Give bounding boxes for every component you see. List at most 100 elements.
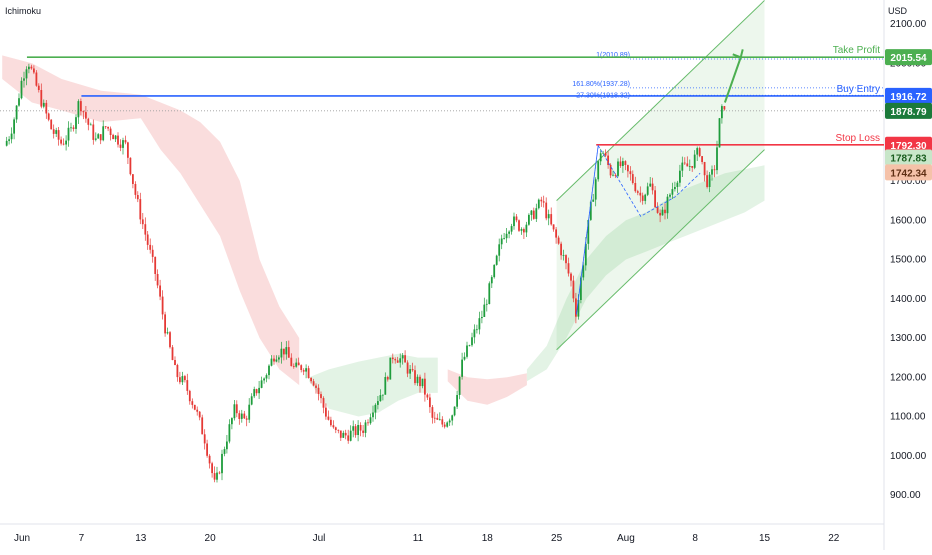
candle-body bbox=[513, 216, 515, 227]
candle-body bbox=[132, 174, 134, 184]
candle-body bbox=[280, 348, 283, 358]
candle-body bbox=[154, 256, 157, 274]
candle-body bbox=[500, 238, 503, 245]
candle-body bbox=[47, 113, 50, 120]
candle-body bbox=[631, 174, 634, 183]
candle-body bbox=[377, 401, 379, 405]
candle-body bbox=[411, 369, 414, 371]
candle-body bbox=[80, 101, 82, 112]
candle-body bbox=[622, 161, 624, 166]
candle-body bbox=[646, 186, 649, 195]
candle-body bbox=[292, 366, 295, 367]
candle-body bbox=[87, 118, 90, 125]
candle-body bbox=[510, 226, 513, 232]
price-tag-label: 1878.79 bbox=[890, 107, 927, 118]
price-tag-label: 1916.72 bbox=[890, 92, 927, 103]
candle-body bbox=[485, 303, 488, 305]
candle-body bbox=[231, 418, 233, 425]
candle-body bbox=[557, 237, 560, 244]
candle-body bbox=[619, 161, 622, 166]
candle-body bbox=[421, 378, 424, 387]
candle-body bbox=[607, 155, 609, 165]
candle-body bbox=[716, 147, 718, 171]
channel-lower-line[interactable] bbox=[556, 149, 765, 351]
candle-body bbox=[179, 377, 181, 383]
candle-body bbox=[627, 165, 629, 172]
candle-body bbox=[198, 411, 201, 418]
candle-body bbox=[359, 425, 362, 431]
candle-body bbox=[332, 425, 335, 428]
candle-body bbox=[490, 277, 493, 284]
candle-body bbox=[706, 175, 708, 187]
candle-body bbox=[40, 90, 43, 107]
candle-body bbox=[438, 419, 441, 421]
candle-body bbox=[456, 395, 458, 407]
candle-body bbox=[508, 231, 510, 234]
candle-body bbox=[406, 362, 409, 374]
candle-body bbox=[149, 244, 152, 250]
candle-body bbox=[176, 365, 179, 378]
candle-body bbox=[13, 119, 15, 134]
candle-body bbox=[493, 264, 496, 278]
candle-body bbox=[542, 201, 545, 203]
candle-body bbox=[552, 224, 555, 230]
candle-body bbox=[235, 404, 238, 414]
candle-body bbox=[528, 214, 530, 225]
x-tick-label: 8 bbox=[692, 533, 698, 544]
x-tick-label: 15 bbox=[759, 533, 771, 544]
candle-body bbox=[240, 413, 243, 419]
candle-body bbox=[602, 152, 604, 154]
candle-body bbox=[634, 183, 637, 192]
channel-upper-line[interactable] bbox=[556, 0, 765, 201]
y-tick-label: 1500.00 bbox=[890, 255, 927, 266]
ichimoku-cloud-bearish2 bbox=[447, 369, 527, 405]
candle-body bbox=[547, 214, 550, 219]
candle-body bbox=[649, 183, 652, 187]
candle-body bbox=[221, 453, 223, 474]
candle-body bbox=[82, 111, 85, 113]
candle-body bbox=[599, 153, 602, 162]
candle-body bbox=[436, 417, 439, 420]
fib-label: 161.80%(1937.28) bbox=[572, 81, 630, 88]
candle-body bbox=[248, 404, 251, 420]
candle-body bbox=[696, 148, 699, 155]
projection-arrow bbox=[723, 57, 742, 103]
ichimoku-cloud-bullish bbox=[309, 353, 438, 417]
candle-body bbox=[164, 314, 166, 334]
candle-body bbox=[330, 419, 332, 426]
x-tick-label: Jun bbox=[14, 533, 30, 544]
indicator-label: Ichimoku bbox=[5, 6, 41, 16]
ichimoku-cloud-bearish bbox=[2, 55, 300, 386]
candle-body bbox=[518, 220, 520, 231]
candle-body bbox=[270, 358, 273, 366]
candle-body bbox=[624, 161, 627, 165]
candle-body bbox=[471, 337, 473, 346]
candle-body bbox=[481, 317, 483, 319]
candle-body bbox=[67, 127, 70, 141]
candle-body bbox=[188, 390, 191, 402]
candle-body bbox=[203, 434, 206, 444]
candle-body bbox=[250, 396, 253, 405]
candle-body bbox=[196, 409, 199, 412]
candle-body bbox=[654, 190, 656, 208]
candle-body bbox=[352, 426, 355, 431]
candle-body bbox=[102, 126, 105, 141]
candle-body bbox=[238, 413, 241, 419]
candle-body bbox=[124, 140, 127, 143]
x-tick-label: 13 bbox=[135, 533, 147, 544]
candle-body bbox=[342, 432, 345, 438]
candle-body bbox=[258, 387, 260, 394]
x-tick-label: Jul bbox=[313, 533, 326, 544]
candle-body bbox=[317, 387, 320, 394]
candle-body bbox=[592, 199, 595, 202]
candle-body bbox=[8, 139, 10, 141]
candle-body bbox=[35, 72, 38, 86]
candle-body bbox=[72, 127, 75, 129]
candle-body bbox=[372, 412, 374, 418]
x-tick-label: 18 bbox=[482, 533, 494, 544]
candle-body bbox=[186, 380, 189, 391]
y-tick-label: 1200.00 bbox=[890, 372, 927, 383]
candle-body bbox=[565, 255, 567, 264]
candle-body bbox=[362, 430, 364, 433]
